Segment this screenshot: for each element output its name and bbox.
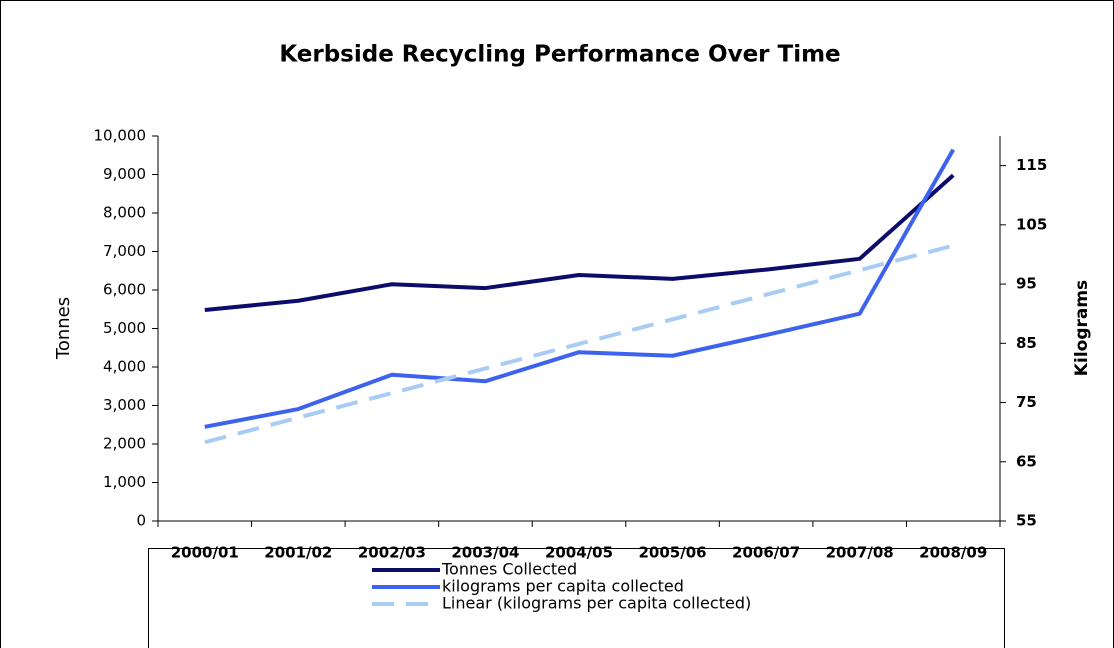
x-tick-label: 2001/02 <box>264 544 332 562</box>
y-tick-label: 2,000 <box>103 435 146 453</box>
y-tick-label: 7,000 <box>103 242 146 260</box>
y2-tick-label: 65 <box>1016 452 1037 470</box>
legend-box <box>148 548 1005 648</box>
y2-tick-label: 75 <box>1016 393 1037 411</box>
y-tick-label: 9,000 <box>103 165 146 183</box>
x-tick-label: 2003/04 <box>451 544 519 562</box>
series-line <box>204 173 955 313</box>
y-tick-label: 3,000 <box>103 396 146 414</box>
y2-tick-label: 115 <box>1016 156 1047 174</box>
x-tick-label: 2000/01 <box>171 544 239 562</box>
y-tick-label: 1,000 <box>103 473 146 491</box>
y2-tick-label: 55 <box>1016 512 1037 530</box>
x-tick-label: 2007/08 <box>826 544 894 562</box>
legend-label: kilograms per capita collected <box>442 577 684 596</box>
y-axis-label: Tonnes <box>53 297 74 360</box>
y-tick-label: 6,000 <box>103 281 146 299</box>
y-tick-label: 4,000 <box>103 358 146 376</box>
y-tick-label: 10,000 <box>94 127 147 145</box>
y2-tick-label: 85 <box>1016 334 1037 352</box>
y-tick-label: 5,000 <box>103 319 146 337</box>
x-tick-label: 2002/03 <box>358 544 426 562</box>
y-tick-label: 0 <box>136 512 146 530</box>
chart-title: Kerbside Recycling Performance Over Time <box>279 42 840 68</box>
series-line <box>204 243 954 445</box>
legend-label: Linear (kilograms per capita collected) <box>442 594 751 613</box>
y2-axis-label: Kilograms <box>1072 280 1092 376</box>
y2-tick-label: 95 <box>1016 275 1037 293</box>
y-tick-label: 8,000 <box>103 204 146 222</box>
x-tick-label: 2005/06 <box>639 544 707 562</box>
x-tick-label: 2004/05 <box>545 544 613 562</box>
x-tick-label: 2008/09 <box>919 544 987 562</box>
y2-tick-label: 105 <box>1016 215 1047 233</box>
legend-label: Tonnes Collected <box>441 560 577 579</box>
series-line <box>204 148 955 429</box>
x-tick-label: 2006/07 <box>732 544 800 562</box>
